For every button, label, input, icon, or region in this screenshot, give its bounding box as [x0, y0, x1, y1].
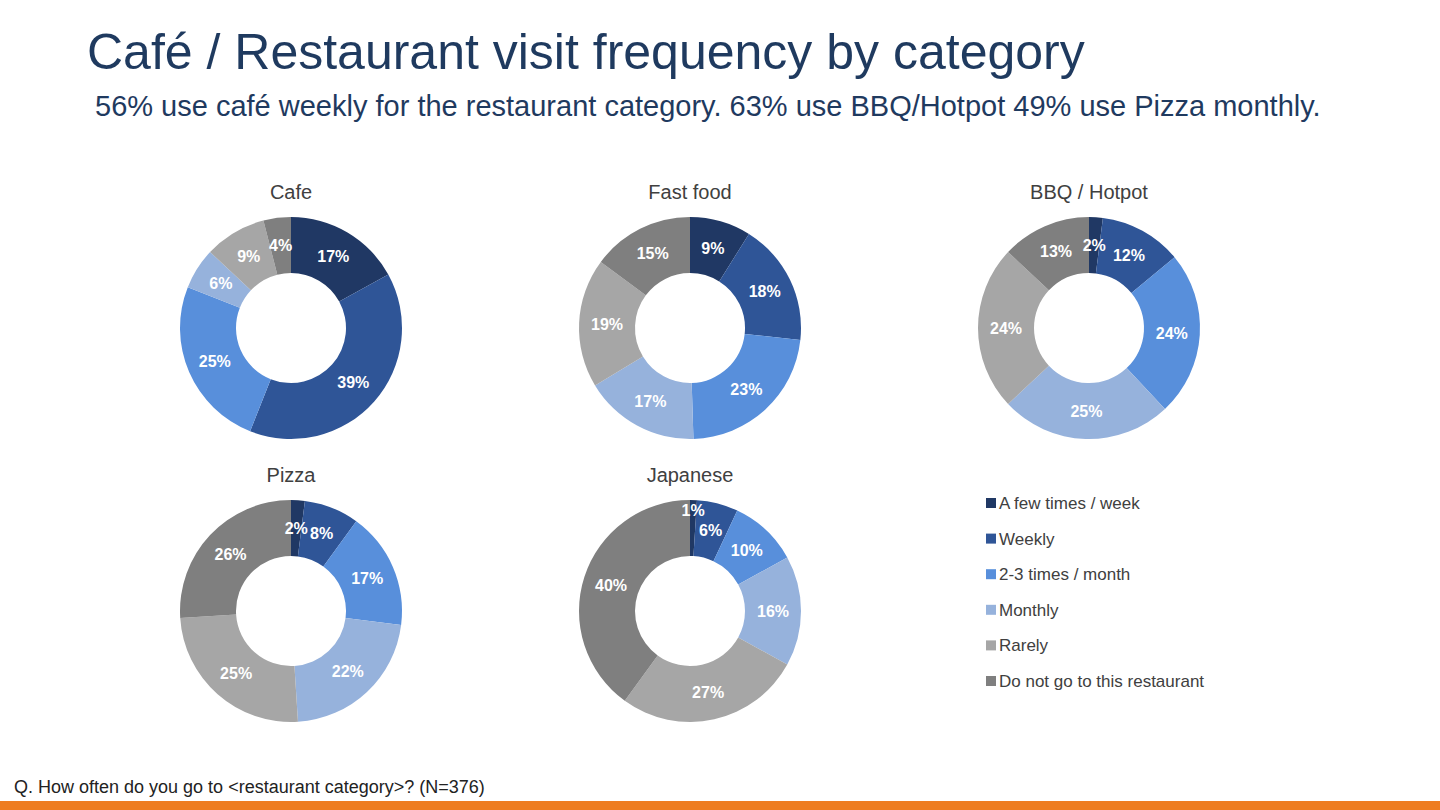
data-label: 2%	[285, 520, 308, 537]
legend-label: 2-3 times / month	[999, 565, 1130, 584]
data-label: 25%	[1070, 403, 1102, 420]
data-labels: 2%8% 17% 22% 25% 26%	[214, 520, 383, 682]
slice	[180, 500, 291, 618]
data-label: 26%	[214, 546, 246, 563]
slices	[978, 217, 1200, 439]
slices	[579, 217, 801, 439]
data-label: 39%	[337, 374, 369, 391]
donut-chart: Pizza 2%8% 17% 22% 25% 26%	[180, 464, 402, 722]
donut-chart: Japanese 1% 6% 10% 16% 27% 40%	[579, 464, 801, 722]
data-label: 6%	[699, 522, 722, 539]
legend-item: Rarely	[986, 636, 1049, 655]
data-label: 13%	[1040, 243, 1072, 260]
data-label: 23%	[730, 381, 762, 398]
slice	[250, 275, 402, 439]
legend-item: Weekly	[986, 530, 1055, 549]
donut-chart: Cafe 17% 39% 25% 6% 9% 4%	[180, 181, 402, 439]
data-label: 8%	[310, 525, 333, 542]
slice	[180, 287, 271, 431]
data-label: 17%	[317, 248, 349, 265]
data-label: 40%	[595, 577, 627, 594]
data-labels: 2% 12% 24% 25% 24% 13%	[990, 237, 1188, 420]
data-label: 9%	[237, 248, 260, 265]
data-label: 16%	[757, 603, 789, 620]
legend-swatch	[986, 498, 996, 508]
footnote: Q. How often do you go to <restaurant ca…	[14, 776, 485, 798]
slices	[180, 217, 402, 439]
data-label: 25%	[199, 353, 231, 370]
chart-title: BBQ / Hotpot	[1030, 181, 1148, 203]
slice	[719, 234, 801, 340]
charts: Cafe17%39%25%6%9%4%Fast food9%18%23%17%1…	[0, 0, 1440, 810]
donut-chart: Fast food 9% 18% 23% 17% 19% 15%	[579, 181, 801, 439]
slices	[180, 500, 402, 722]
legend-item: Do not go to this restaurant	[986, 672, 1204, 691]
data-labels: 1% 6% 10% 16% 27% 40%	[595, 502, 789, 701]
legend-label: Rarely	[999, 636, 1049, 655]
data-label: 4%	[269, 237, 292, 254]
data-label: 6%	[209, 275, 232, 292]
slice	[294, 618, 401, 722]
data-label: 2%	[1083, 237, 1106, 254]
legend-item: A few times / week	[986, 494, 1140, 513]
legend-item: 2-3 times / month	[986, 565, 1130, 584]
data-label: 25%	[220, 665, 252, 682]
legend-label: A few times / week	[999, 494, 1140, 513]
chart-title: Fast food	[648, 181, 731, 203]
data-label: 10%	[731, 542, 763, 559]
data-label: 12%	[1113, 247, 1145, 264]
legend-swatch	[986, 640, 996, 650]
slice	[692, 334, 801, 439]
data-label: 27%	[692, 684, 724, 701]
legend-swatch	[986, 569, 996, 579]
chart-title: Japanese	[647, 464, 734, 486]
slices	[579, 500, 801, 722]
data-label: 17%	[351, 570, 383, 587]
page-subtitle: 56% use café weekly for the restaurant c…	[95, 87, 1355, 126]
data-labels: 17% 39% 25% 6% 9% 4%	[199, 237, 369, 391]
slice	[601, 217, 690, 295]
slice	[1008, 217, 1089, 290]
data-label: 24%	[990, 320, 1022, 337]
legend: A few times / week Weekly 2-3 times / mont…	[986, 494, 1204, 691]
data-labels: 9% 18% 23% 17% 19% 15%	[591, 240, 781, 410]
slice	[323, 521, 402, 625]
data-label: 17%	[634, 393, 666, 410]
legend-item: Monthly	[986, 601, 1059, 620]
legend-swatch	[986, 676, 996, 686]
legend-label: Monthly	[999, 601, 1059, 620]
donut-chart: BBQ / Hotpot 2% 12% 24% 25% 24% 13%	[978, 181, 1200, 439]
data-label: 24%	[1156, 325, 1188, 342]
slice	[180, 614, 298, 722]
legend-label: Weekly	[999, 530, 1055, 549]
bottom-bar	[0, 801, 1440, 810]
page-title: Café / Restaurant visit frequency by cat…	[87, 22, 1085, 82]
legend-swatch	[986, 534, 996, 544]
data-label: 19%	[591, 316, 623, 333]
chart-title: Pizza	[267, 464, 317, 486]
data-label: 18%	[749, 283, 781, 300]
legend-label: Do not go to this restaurant	[999, 672, 1204, 691]
data-label: 15%	[637, 245, 669, 262]
legend-swatch	[986, 605, 996, 615]
data-label: 9%	[701, 240, 724, 257]
slice	[579, 500, 690, 701]
chart-title: Cafe	[270, 181, 312, 203]
data-label: 22%	[332, 663, 364, 680]
data-label: 1%	[682, 502, 705, 519]
